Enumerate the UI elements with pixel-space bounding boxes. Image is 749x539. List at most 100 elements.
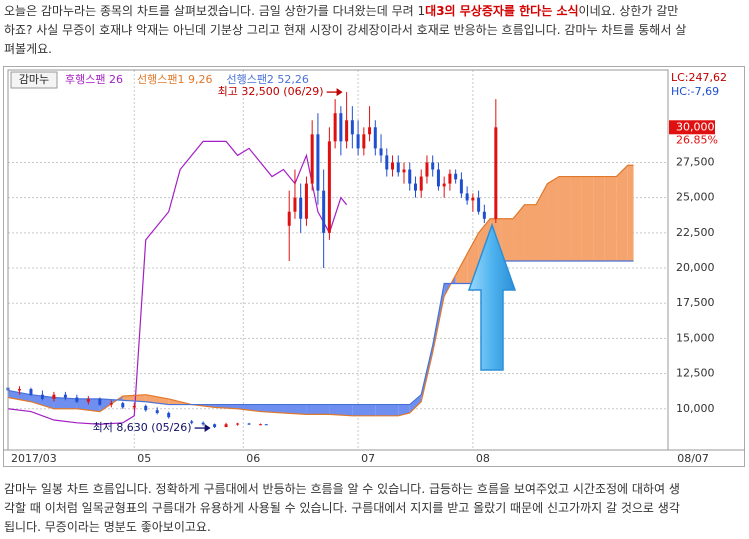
candle-body (40, 394, 44, 399)
candle-body (350, 120, 354, 135)
candle-body (333, 113, 337, 142)
candle-body (236, 423, 240, 425)
y-tick-label: 10,000 (676, 402, 715, 415)
x-tick-label: 07 (361, 452, 375, 465)
y-tick-label: 25,000 (676, 191, 715, 204)
y-tick-label: 20,000 (676, 261, 715, 274)
intro-line: 하죠? 사실 무증이 호재냐 악재는 아닌데 기분상 그리고 현재 시장이 강세… (4, 21, 686, 38)
legend-entry: 선행스팬2 52,26 (226, 73, 308, 86)
stock-name: 감마누 (19, 73, 49, 86)
line-series (7, 164, 634, 417)
candle-body (121, 403, 125, 408)
candle-body (201, 422, 205, 425)
y-tick-label: 22,500 (676, 226, 715, 239)
y-tick-label: 15,000 (676, 331, 715, 344)
candle-body (109, 403, 113, 405)
arrow-head (336, 88, 343, 97)
cloud (581, 176, 594, 261)
candle-body (52, 394, 56, 399)
candle-body (299, 197, 303, 219)
cloud (547, 176, 559, 261)
candle-body (345, 120, 349, 142)
candle-body (465, 193, 469, 201)
arrow-head (204, 424, 211, 433)
text: 각할 때 이처럼 일목균형표의 구름대가 유용하게 사용될 수 있습니다. 구름… (4, 501, 680, 515)
candle-body (368, 127, 372, 135)
candle-body (477, 197, 481, 212)
candle-body (190, 421, 194, 423)
candle-body (471, 197, 475, 201)
candle-body (167, 412, 171, 418)
candle-body (293, 197, 297, 212)
cloud (398, 404, 410, 416)
candle-body (396, 162, 400, 173)
text: 하죠? 사실 무증이 호재냐 악재는 아닌데 기분상 그리고 현재 시장이 강세… (4, 23, 687, 37)
candle-body (459, 179, 463, 194)
candle-body (287, 211, 291, 226)
legend-entry: 후행스팬 26 (65, 73, 123, 86)
outro-line: 됩니다. 무증이라는 명분도 좋아보이고요. (4, 518, 211, 535)
candle-body (316, 134, 320, 191)
chart: 감마누 LC:247,62 HC:-7,69 10,000 12,500 15,00… (3, 66, 745, 467)
cloud (53, 397, 77, 409)
outro-line: 각할 때 이처럼 일목균형표의 구름대가 유용하게 사용될 수 있습니다. 구름… (4, 499, 680, 516)
highlight: 대3의 무상증자를 한다는 소식 (425, 4, 579, 18)
line-series (7, 260, 634, 406)
line-series (7, 140, 348, 425)
candle-body (264, 424, 268, 426)
candle-body (75, 397, 79, 402)
indicator: LC:247,62 (671, 71, 727, 84)
candle-body (448, 173, 452, 184)
candle-body (327, 141, 331, 233)
cloud (283, 404, 307, 415)
candle-body (155, 410, 159, 413)
annotation: 최저 8,630 (05/26) (93, 421, 192, 434)
candle-body (98, 398, 102, 405)
candle-body (413, 183, 417, 191)
candle-body (362, 134, 366, 149)
price-box (669, 120, 715, 135)
change-label: 26.85% (676, 133, 718, 146)
cloud (570, 176, 582, 261)
price-label: 30,000 (676, 120, 715, 133)
cloud (558, 176, 571, 261)
candle-body (482, 211, 486, 219)
x-tick-label: 08/07 (677, 452, 709, 465)
cloud (30, 394, 54, 409)
candle-body (86, 398, 90, 402)
cloud (501, 218, 514, 261)
cloud (593, 176, 605, 261)
highlight-arrow (467, 222, 517, 371)
cloud (604, 176, 617, 261)
candle-body (247, 423, 251, 425)
candle-body (454, 173, 458, 180)
text: 펴볼게요. (4, 42, 52, 56)
cloud (237, 404, 261, 412)
candle-body (310, 134, 314, 184)
cloud (455, 253, 468, 284)
candle-body (259, 424, 263, 426)
cloud (513, 204, 525, 261)
y-tick-label: 17,500 (676, 296, 715, 309)
cloud (536, 183, 548, 261)
candle-body (339, 113, 343, 142)
cloud (409, 394, 422, 413)
candle-body (379, 148, 383, 156)
candle-body (63, 394, 67, 398)
intro-line: 오늘은 감마누라는 종목의 차트를 살펴보겠습니다. 금일 상한가를 다녀왔는데… (4, 2, 678, 19)
stock-box (10, 71, 58, 89)
cloud (352, 404, 376, 416)
candle-body (408, 169, 412, 184)
candle-body (29, 389, 33, 395)
cloud (329, 404, 353, 416)
text: 감마누 일봉 차트 흐름입니다. 정확하게 구름대에서 반등하는 흐름을 알 수… (4, 482, 680, 496)
candle-body (494, 127, 498, 219)
candle-body (391, 162, 395, 170)
annotation: 최고 32,500 (06/29) (218, 85, 324, 98)
cloud (260, 404, 284, 413)
outro-line: 감마누 일봉 차트 흐름입니다. 정확하게 구름대에서 반등하는 흐름을 알 수… (4, 480, 680, 497)
x-tick-label: 05 (137, 452, 151, 465)
text: 이네요. 상한가 갈만 (578, 4, 679, 18)
candle-body (442, 183, 446, 187)
candle-body (431, 162, 435, 170)
